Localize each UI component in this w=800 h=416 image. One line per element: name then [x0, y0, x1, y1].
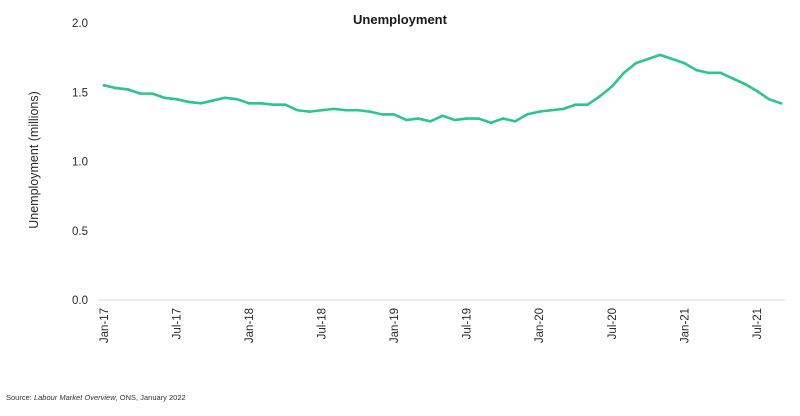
data-point — [247, 102, 251, 105]
data-point — [151, 92, 154, 95]
x-tick-label: Jul-21 — [752, 308, 764, 339]
x-tick-label: Jul-18 — [317, 308, 329, 339]
data-point — [271, 103, 275, 107]
data-point — [175, 97, 178, 101]
data-point — [731, 77, 734, 80]
data-point — [489, 121, 493, 125]
data-point — [320, 108, 323, 112]
y-tick-label: 0.5 — [72, 226, 88, 238]
data-point — [404, 118, 408, 122]
data-point — [380, 113, 384, 116]
data-point — [658, 53, 662, 57]
data-point — [308, 110, 311, 113]
y-tick-group: 0.0 0.5 1.0 1.5 2.0 — [72, 18, 88, 307]
data-point — [682, 61, 686, 65]
data-point — [332, 107, 336, 111]
y-tick-label: 2.0 — [72, 18, 88, 30]
data-point — [102, 84, 106, 87]
x-tick-label: Jan-21 — [679, 308, 691, 343]
data-point — [501, 117, 505, 120]
data-point — [586, 103, 589, 107]
data-point — [743, 82, 747, 86]
data-point — [296, 108, 299, 112]
y-axis-label: Unemployment (millions) — [27, 91, 41, 229]
data-point — [525, 113, 529, 116]
data-point — [622, 71, 626, 75]
x-tick-label: Jan-18 — [244, 308, 256, 343]
data-point — [634, 61, 638, 65]
data-point — [550, 108, 553, 112]
x-tick-label: Jan-19 — [389, 308, 401, 343]
y-tick-label: 1.0 — [72, 157, 88, 169]
data-point — [598, 95, 601, 98]
data-point — [187, 100, 190, 104]
data-point — [441, 114, 444, 118]
data-point — [513, 120, 517, 123]
data-point — [767, 97, 771, 101]
data-point — [368, 110, 372, 113]
series-line — [102, 53, 783, 125]
x-tick-label: Jan-17 — [99, 308, 111, 343]
data-point — [670, 57, 674, 61]
data-point — [707, 71, 710, 75]
y-tick-label: 0.0 — [72, 295, 88, 307]
x-tick-label: Jul-19 — [462, 308, 474, 339]
x-tick-label: Jan-20 — [534, 308, 546, 343]
data-point — [114, 86, 118, 90]
data-point — [392, 113, 396, 116]
x-tick-group: Jan-17 Jul-17 Jan-18 Jul-18 Jan-19 Jul-19 Jan-… — [99, 308, 764, 343]
data-point — [537, 110, 541, 113]
data-point — [138, 92, 142, 95]
data-point — [610, 85, 614, 89]
data-point — [163, 96, 166, 100]
data-point — [779, 102, 783, 105]
data-point — [574, 103, 577, 107]
data-point — [235, 97, 239, 101]
data-point — [755, 89, 759, 93]
x-tick-label: Jul-20 — [607, 308, 619, 339]
data-point — [211, 99, 215, 102]
data-point — [695, 68, 698, 72]
source-publication: Labour Market Overview — [33, 393, 116, 402]
data-point — [646, 57, 650, 61]
data-point — [562, 107, 565, 111]
source-note: Source: Labour Market Overview, ONS, Jan… — [6, 393, 186, 402]
data-point — [126, 88, 130, 91]
data-point — [284, 103, 287, 107]
source-suffix: , ONS, January 2022 — [115, 393, 186, 402]
data-point — [223, 96, 227, 100]
data-point — [356, 108, 360, 112]
data-point — [719, 71, 722, 75]
y-tick-label: 1.5 — [72, 87, 88, 99]
data-point — [344, 108, 348, 112]
data-point-group — [102, 53, 783, 125]
data-point — [429, 120, 432, 123]
data-point — [453, 118, 456, 122]
data-point — [477, 117, 481, 120]
x-tick-label: Jul-17 — [172, 308, 184, 339]
source-prefix: Source: — [6, 393, 34, 402]
data-point — [259, 102, 263, 105]
data-point — [465, 117, 468, 120]
data-point — [199, 102, 203, 105]
chart-title: Unemployment — [353, 12, 448, 27]
data-point — [417, 117, 420, 120]
